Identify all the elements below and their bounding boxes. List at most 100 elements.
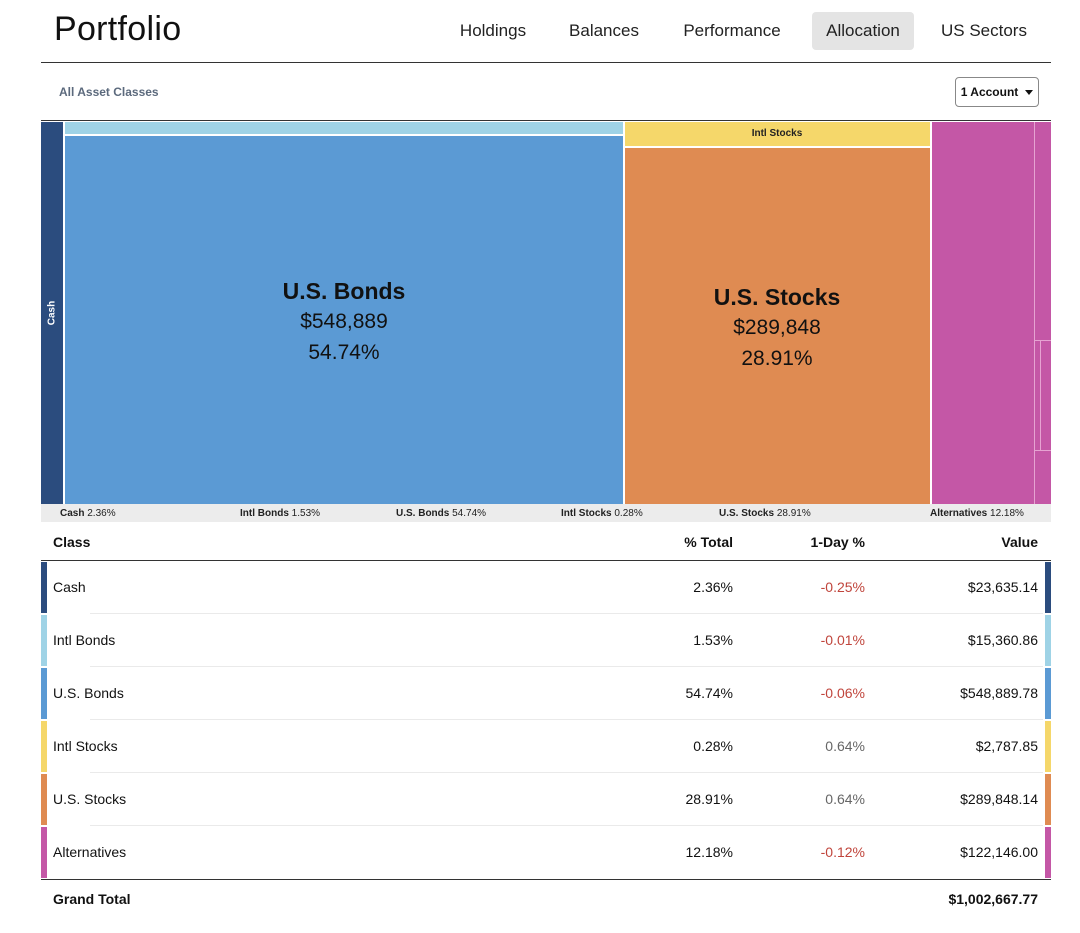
table-row[interactable]: Intl Bonds 1.53% -0.01% $15,360.86 (41, 614, 1051, 667)
legend-pct: 54.74% (452, 508, 487, 519)
row-color-marker (41, 615, 47, 666)
column-header-pct-total[interactable]: % Total (684, 534, 733, 550)
row-divider (90, 613, 1043, 614)
row-color-marker (41, 774, 47, 825)
row-one-day: -0.01% (820, 632, 865, 648)
row-divider (90, 719, 1043, 720)
treemap-subcell-divider (1034, 450, 1051, 451)
legend-pct: 0.28% (614, 508, 643, 519)
row-color-marker (41, 827, 47, 878)
row-class: U.S. Bonds (53, 685, 124, 701)
row-value: $15,360.86 (967, 632, 1038, 648)
table-row[interactable]: Cash 2.36% -0.25% $23,635.14 (41, 561, 1051, 614)
treemap-legend (41, 504, 1051, 522)
tab-us-sectors[interactable]: US Sectors (941, 21, 1027, 40)
column-header-value[interactable]: Value (1001, 534, 1038, 550)
treemap-cell-cash[interactable] (41, 122, 63, 504)
legend-pct: 28.91% (776, 508, 811, 519)
grand-total-label: Grand Total (53, 891, 131, 907)
treemap-cell-us-stocks[interactable] (625, 148, 930, 504)
legend-item-intl-stocks: Intl Stocks 0.28% (561, 508, 643, 519)
treemap-top-divider (41, 120, 1051, 121)
top-nav: Holdings Balances Performance Allocation… (0, 12, 1080, 50)
row-class: Intl Bonds (53, 632, 116, 648)
row-color-marker (1045, 615, 1051, 666)
legend-label: Intl Bonds (240, 508, 289, 519)
us-stocks-pct: 28.91% (741, 347, 813, 370)
treemap-subcell-divider (1034, 340, 1051, 341)
row-value: $289,848.14 (960, 791, 1038, 807)
tab-balances[interactable]: Balances (569, 21, 639, 40)
legend-pct: 1.53% (291, 508, 321, 519)
treemap-cell-us-bonds[interactable] (65, 136, 623, 504)
row-class: U.S. Stocks (53, 791, 127, 807)
legend-item-us-stocks: U.S. Stocks 28.91% (719, 508, 811, 519)
row-color-marker (1045, 721, 1051, 772)
legend-item-alternatives: Alternatives 12.18% (930, 508, 1024, 519)
row-divider (90, 666, 1043, 667)
legend-item-us-bonds: U.S. Bonds 54.74% (396, 508, 486, 519)
row-color-marker (1045, 827, 1051, 878)
account-dropdown-label: 1 Account (960, 85, 1019, 99)
table-row[interactable]: U.S. Bonds 54.74% -0.06% $548,889.78 (41, 667, 1051, 720)
legend-label: Cash (60, 508, 85, 519)
row-value: $23,635.14 (967, 579, 1038, 595)
table-header-divider (41, 560, 1051, 561)
row-divider (90, 825, 1043, 826)
row-pct-total: 54.74% (685, 685, 733, 701)
row-value: $2,787.85 (975, 738, 1038, 754)
row-one-day: 0.64% (825, 738, 865, 754)
treemap-subcell-divider (1040, 340, 1041, 450)
row-class: Intl Stocks (53, 738, 118, 754)
row-one-day: -0.25% (820, 579, 865, 595)
treemap-cell-intl-bonds[interactable] (65, 122, 623, 134)
legend-label: Intl Stocks (561, 508, 612, 519)
row-class: Alternatives (53, 844, 127, 860)
row-one-day: 0.64% (825, 791, 865, 807)
grand-total-value: $1,002,667.77 (948, 891, 1038, 907)
us-stocks-value: $289,848 (733, 316, 821, 339)
row-pct-total: 28.91% (685, 791, 733, 807)
treemap-intl-stocks-label: Intl Stocks (751, 128, 803, 139)
row-pct-total: 12.18% (685, 844, 733, 860)
caret-down-icon (1025, 89, 1034, 95)
row-one-day: -0.12% (820, 844, 865, 860)
legend-label: U.S. Stocks (719, 508, 775, 519)
tab-holdings[interactable]: Holdings (459, 21, 527, 40)
row-color-marker (41, 562, 47, 613)
legend-item-cash: Cash 2.36% (60, 508, 116, 519)
table-row[interactable]: Alternatives 12.18% -0.12% $122,146.00 (41, 826, 1051, 879)
row-pct-total: 1.53% (693, 632, 733, 648)
account-dropdown-button[interactable]: 1 Account (955, 77, 1039, 107)
asset-class-breadcrumb[interactable]: All Asset Classes (59, 85, 159, 99)
row-color-marker (41, 668, 47, 719)
row-color-marker (1045, 774, 1051, 825)
column-header-one-day[interactable]: 1-Day % (810, 534, 865, 550)
tab-performance[interactable]: Performance (683, 21, 781, 40)
legend-pct: 2.36% (87, 508, 116, 519)
us-stocks-name: U.S. Stocks (713, 284, 841, 310)
tab-allocation[interactable]: Allocation (812, 12, 914, 50)
page-title: Portfolio (54, 10, 182, 48)
treemap-us-stocks-caption: U.S. Stocks $289,848 28.91% (714, 282, 841, 374)
treemap-cell-alternatives[interactable] (932, 122, 1051, 504)
row-divider (90, 772, 1043, 773)
row-value: $122,146.00 (960, 844, 1038, 860)
table-row[interactable]: U.S. Stocks 28.91% 0.64% $289,848.14 (41, 773, 1051, 826)
row-pct-total: 2.36% (693, 579, 733, 595)
us-bonds-pct: 54.74% (308, 341, 380, 364)
column-header-class[interactable]: Class (53, 534, 91, 550)
treemap-cash-label: Cash (46, 300, 58, 326)
legend-label: U.S. Bonds (396, 508, 450, 519)
row-value: $548,889.78 (960, 685, 1038, 701)
us-bonds-name: U.S. Bonds (282, 278, 406, 304)
row-color-marker (41, 721, 47, 772)
row-color-marker (1045, 562, 1051, 613)
treemap-cell-intl-stocks[interactable] (625, 122, 930, 146)
table-row[interactable]: Intl Stocks 0.28% 0.64% $2,787.85 (41, 720, 1051, 773)
table-footer-divider (41, 879, 1051, 880)
legend-label: Alternatives (930, 508, 988, 519)
treemap-subcell-divider (1034, 122, 1035, 504)
us-bonds-value: $548,889 (300, 310, 388, 333)
treemap-us-bonds-caption: U.S. Bonds $548,889 54.74% (283, 276, 406, 368)
